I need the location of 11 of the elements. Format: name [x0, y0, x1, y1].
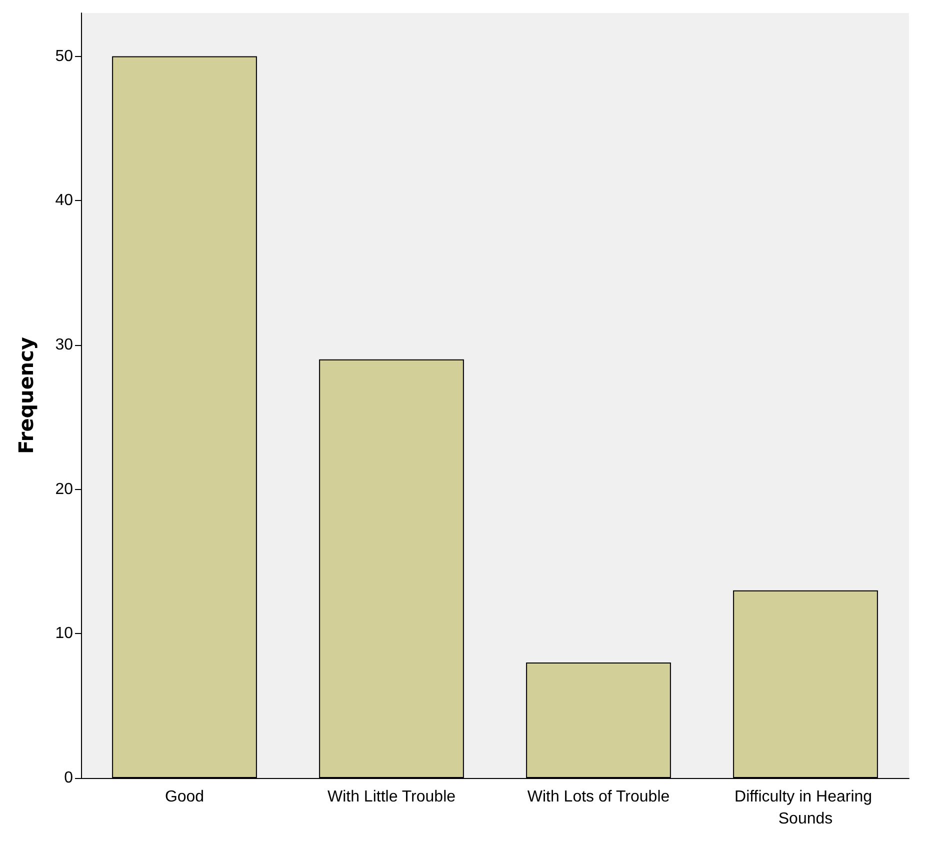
x-tick-label: With Lots of Trouble	[527, 788, 670, 806]
y-axis-title: Frequency	[14, 336, 38, 454]
y-tick-label: 10	[55, 625, 74, 642]
y-tick-label: 40	[55, 192, 74, 210]
y-tick-label: 20	[55, 480, 74, 498]
x-tick-label: Difficulty in Hearing Sounds	[734, 788, 876, 828]
y-tick-label: 30	[55, 336, 74, 354]
y-tick-label: 50	[55, 48, 74, 65]
x-tick-label: With Little Trouble	[327, 788, 456, 806]
y-tick-label: 0	[64, 770, 74, 786]
x-tick-label: Good	[164, 788, 204, 806]
